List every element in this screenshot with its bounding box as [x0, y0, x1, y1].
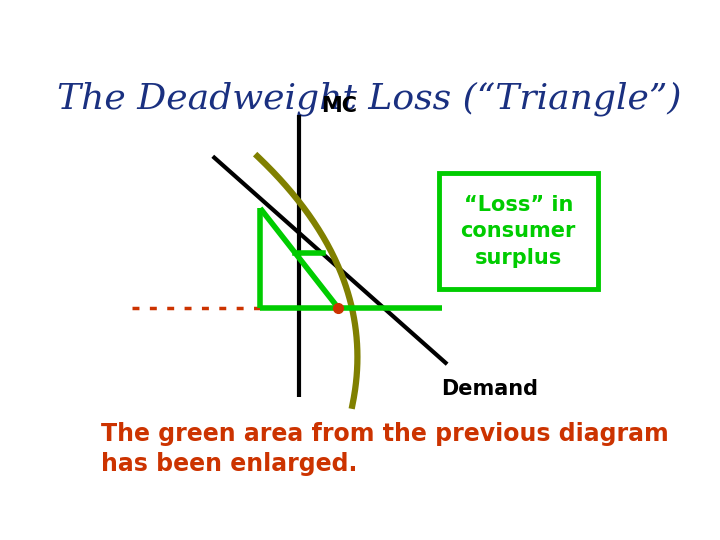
FancyBboxPatch shape	[438, 173, 598, 289]
Text: Demand: Demand	[441, 379, 539, 399]
Text: The Deadweight Loss (“Triangle”): The Deadweight Loss (“Triangle”)	[57, 82, 681, 116]
Text: “Loss” in
consumer
surplus: “Loss” in consumer surplus	[461, 195, 576, 267]
Text: The green area from the previous diagram
has been enlarged.: The green area from the previous diagram…	[101, 422, 669, 476]
Text: MC: MC	[322, 96, 358, 117]
